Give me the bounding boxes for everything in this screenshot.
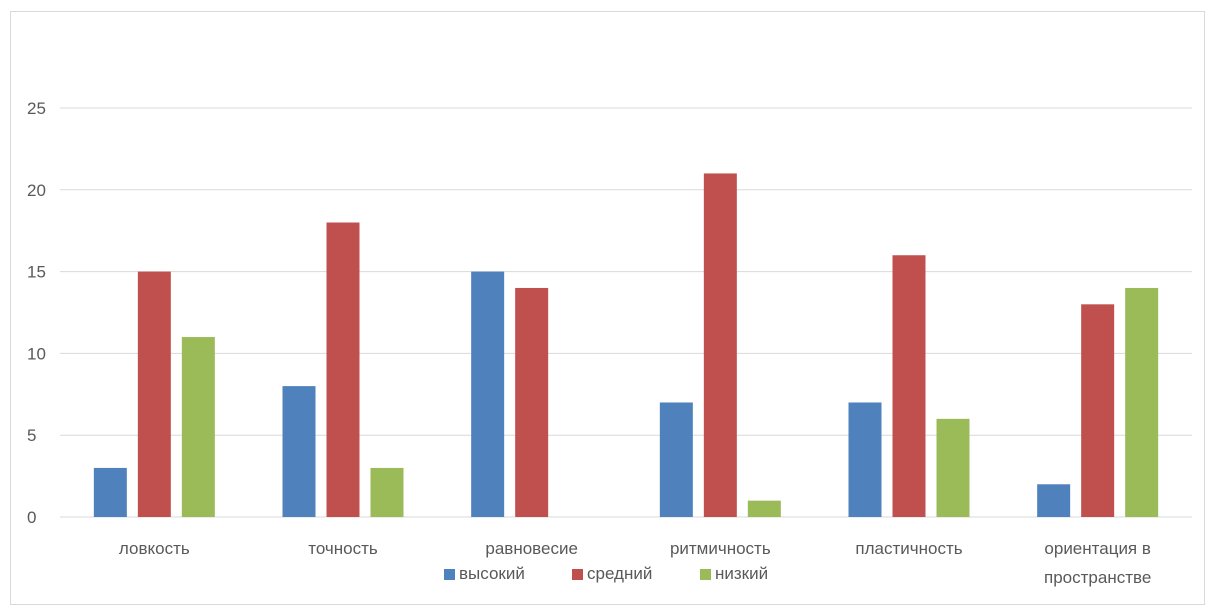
legend-swatch — [572, 569, 583, 580]
x-axis-labels: ловкость точность равновесие ритмичность пла… — [119, 539, 1151, 587]
bar-средний-4 — [892, 255, 926, 518]
bar-средний-5 — [1081, 304, 1115, 517]
y-tick-label: 20 — [27, 181, 46, 200]
bar-низкий-4 — [936, 418, 970, 517]
x-tick-label-line: ритмичность — [670, 539, 771, 558]
x-tick-label: ритмичность — [670, 539, 771, 558]
x-tick-label-line: ловкость — [119, 539, 190, 558]
bar-высокий-5 — [1037, 484, 1071, 517]
bar-высокий-1 — [282, 386, 316, 517]
legend-label: средний — [587, 564, 652, 583]
x-tick-label: точность — [308, 539, 378, 558]
y-tick-label: 5 — [27, 426, 36, 445]
x-tick-label-line: равновесие — [485, 539, 578, 558]
bar-низкий-0 — [181, 337, 215, 517]
y-tick-label: 15 — [27, 263, 46, 282]
gridlines — [60, 107, 1192, 518]
bar-низкий-3 — [747, 500, 781, 517]
x-tick-label-line: пространстве — [1044, 568, 1151, 587]
x-tick-label: ориентация в пространстве — [1044, 539, 1151, 587]
legend-label: высокий — [459, 564, 525, 583]
y-tick-label: 0 — [27, 508, 36, 527]
bars — [93, 173, 1159, 518]
bar-средний-2 — [515, 287, 549, 517]
bar-средний-1 — [326, 222, 360, 517]
x-tick-label-line: ориентация в — [1044, 539, 1151, 558]
y-axis-ticks: 0 5 10 15 20 25 — [27, 99, 46, 527]
x-tick-label: ловкость — [119, 539, 190, 558]
bar-низкий-5 — [1125, 287, 1159, 517]
y-tick-label: 10 — [27, 344, 46, 363]
bar-высокий-2 — [471, 271, 505, 517]
legend-swatch — [444, 569, 455, 580]
y-tick-label: 25 — [27, 99, 46, 118]
x-tick-label-line: пластичность — [855, 539, 962, 558]
bar-средний-0 — [137, 271, 171, 517]
x-tick-label: пластичность — [855, 539, 962, 558]
bar-низкий-1 — [370, 467, 404, 517]
bar-высокий-0 — [93, 467, 127, 517]
legend-label: низкий — [715, 564, 768, 583]
bar-средний-3 — [703, 173, 737, 517]
x-tick-label-line: точность — [308, 539, 378, 558]
legend: высокий средний низкий — [444, 564, 768, 583]
bar-высокий-4 — [848, 402, 882, 517]
legend-swatch — [700, 569, 711, 580]
bar-высокий-3 — [659, 402, 693, 517]
x-tick-label: равновесие — [485, 539, 578, 558]
